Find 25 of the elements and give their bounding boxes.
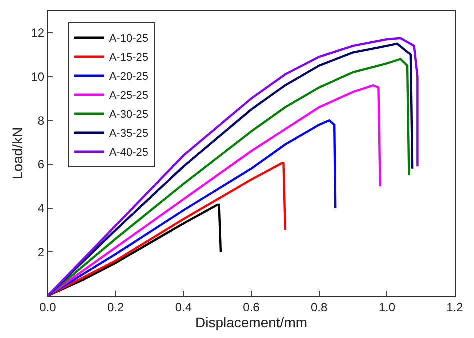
legend-label: A-35-25	[109, 128, 148, 140]
legend-label: A-10-25	[109, 33, 148, 46]
x-tick-label: 0.6	[243, 300, 260, 314]
y-tick-label: 6	[38, 158, 45, 172]
x-axis-title: Displacement/mm	[195, 314, 308, 330]
x-tick-label: 0.4	[175, 300, 192, 314]
y-tick-label: 8	[38, 114, 45, 128]
x-tick-label: 1.2	[446, 300, 464, 314]
legend-label: A-20-25	[109, 71, 148, 84]
line-series	[48, 84, 382, 296]
y-tick-label: 10	[31, 70, 45, 84]
x-tick-label: 0.0	[40, 300, 57, 314]
legend-label: A-15-25	[109, 52, 148, 64]
legend-label: A-30-25	[109, 109, 148, 122]
y-tick-label: 2	[38, 245, 45, 260]
x-tick-label: 0.2	[107, 300, 124, 314]
y-tick-label: 12	[31, 26, 45, 40]
y-tick-label: 4	[38, 202, 45, 216]
legend-label: A-25-25	[109, 90, 148, 102]
legend-label: A-40-25	[109, 147, 148, 160]
y-axis-title: Load/kN	[10, 127, 26, 180]
line-series	[48, 162, 287, 296]
x-tick-label: 0.8	[310, 300, 328, 314]
x-tick-label: 1.0	[378, 300, 396, 314]
line-series	[48, 120, 337, 296]
